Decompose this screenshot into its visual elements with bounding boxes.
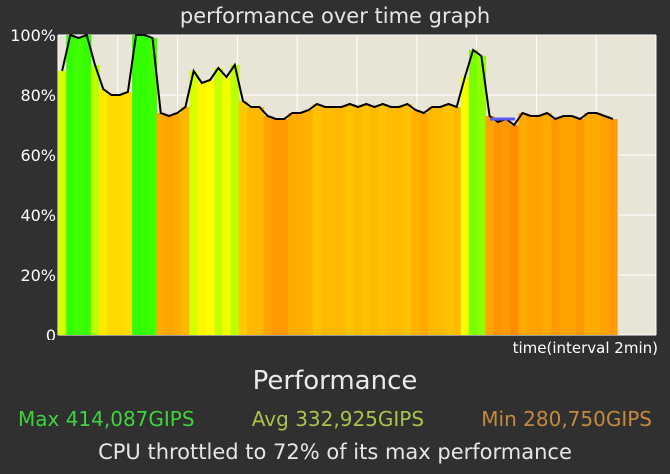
performance-bar [444,104,454,335]
performance-bar [148,38,158,335]
performance-bar [378,104,388,335]
performance-bar [296,113,306,335]
performance-bar [493,122,503,335]
chart-title: performance over time graph [179,4,491,28]
performance-bar [501,119,511,335]
y-tick-label: 80% [20,86,56,105]
y-tick-label: 20% [20,266,56,285]
performance-line [61,33,614,127]
performance-bar [271,119,281,335]
performance-bar [337,107,347,335]
performance-bar [485,116,495,335]
performance-bar [329,107,339,335]
performance-bar [584,113,593,335]
performance-bar [353,107,363,335]
performance-bar [82,35,92,335]
performance-bar [543,113,552,335]
performance-bar [205,80,215,335]
performance-bar [115,95,125,335]
performance-bar [181,107,191,335]
performance-bar [279,119,289,335]
performance-bar [427,107,437,335]
performance-bar [592,113,602,335]
performance-bar [419,113,429,335]
performance-bar [99,89,108,335]
y-tick-label: 0 [46,326,56,340]
performance-heading: Performance [252,366,418,396]
performance-bar [247,107,256,335]
performance-bar [411,110,421,335]
performance-bar [345,104,355,335]
max-stat: Max 414,087GIPS [18,407,195,431]
performance-bar [469,50,478,335]
performance-bar [214,68,224,335]
performance-bar [460,77,470,335]
performance-bars [58,35,618,335]
x-axis-label: time(interval 2min) [512,339,658,357]
performance-bar [403,104,413,335]
performance-bar [189,71,199,335]
performance-bar [304,110,314,335]
min-stat: Min 280,750GIPS [481,407,652,431]
performance-bar [518,113,528,335]
y-axis-ticks: 0 20% 40% 60% 80% 100% [10,26,56,340]
throttle-message: CPU throttled to 72% of its max performa… [98,440,572,464]
performance-bar [288,113,297,335]
performance-bar [510,125,519,335]
performance-bar [90,65,100,335]
performance-bar [534,116,544,335]
performance-bar [107,95,117,335]
performance-bar [140,35,150,335]
performance-bar [58,71,67,335]
performance-bar [370,107,380,335]
performance-bar [386,107,396,335]
performance-bar [395,107,404,335]
performance-bar [131,35,141,335]
performance-bar [312,104,322,335]
y-tick-label: 60% [20,146,56,165]
performance-bar [222,77,232,335]
performance-bar [230,65,240,335]
performance-bar [559,116,569,335]
performance-bar [123,92,133,335]
performance-bar [197,83,207,335]
performance-bar [567,116,577,335]
avg-stat: Avg 332,925GIPS [251,407,425,431]
performance-bar [66,35,76,335]
performance-bar [156,113,166,335]
performance-bar [436,107,445,335]
performance-bar [452,107,462,335]
performance-bar [362,104,371,335]
stats-row: Max 414,087GIPS Avg 332,925GIPS Min 280,… [0,407,670,431]
y-tick-label: 100% [10,26,56,45]
performance-bar [477,56,487,335]
performance-bar [255,107,265,335]
performance-bar [600,116,610,335]
performance-bar [173,113,182,335]
performance-bar [164,116,174,335]
performance-bar [321,107,330,335]
y-tick-label: 40% [20,206,56,225]
performance-bar [74,38,84,335]
performance-bar [526,116,536,335]
performance-bar [551,119,561,335]
performance-bar [238,101,248,335]
performance-bar [608,119,618,335]
performance-bar [575,119,585,335]
performance-bar [263,116,273,335]
performance-chart: 0 20% 40% 60% 80% 100% [10,26,657,340]
